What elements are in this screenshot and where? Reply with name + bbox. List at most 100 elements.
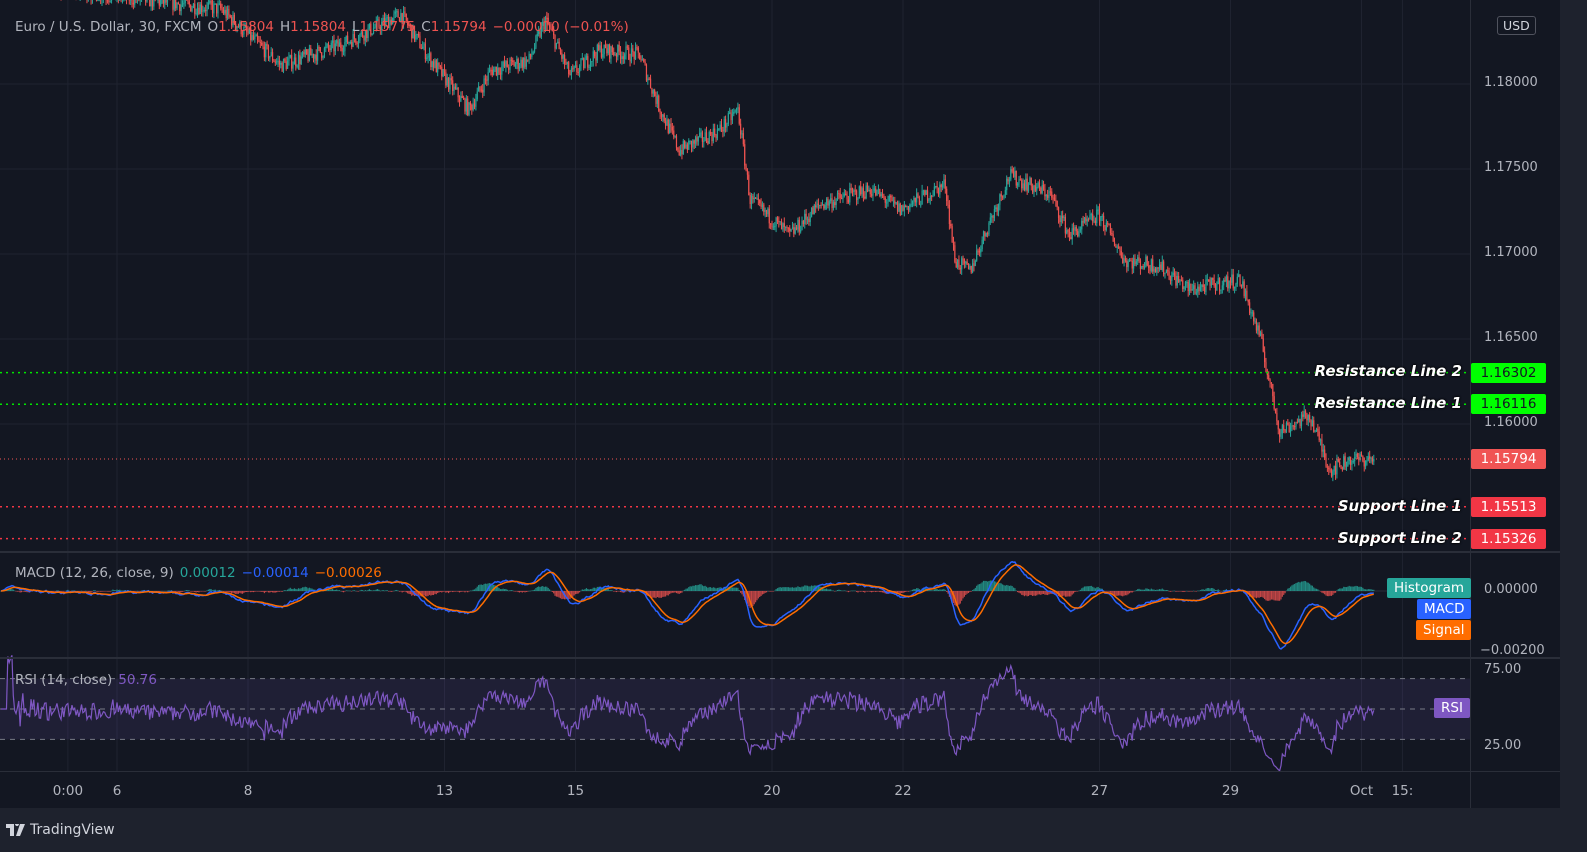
- macd-histogram-bar: [180, 591, 182, 593]
- candle-body: [921, 190, 923, 205]
- macd-histogram-bar: [1288, 587, 1290, 591]
- candle-body: [902, 205, 904, 211]
- candle-body: [1079, 229, 1081, 231]
- macd-histogram-bar: [12, 589, 14, 591]
- macd-histogram-bar: [1019, 591, 1021, 594]
- macd-histogram-bar: [454, 591, 457, 592]
- macd-histogram-bar: [169, 590, 171, 592]
- candle-body: [845, 193, 847, 196]
- macd-histogram-bar: [1197, 590, 1199, 592]
- pane-divider-rsi[interactable]: [0, 657, 1560, 659]
- candle-body: [649, 78, 652, 89]
- macd-histogram-bar: [296, 589, 298, 591]
- candle-body: [453, 86, 455, 91]
- macd-histogram-bar: [963, 591, 966, 597]
- candle-body: [1109, 225, 1112, 233]
- candle-body: [873, 188, 875, 191]
- candle-body: [426, 57, 428, 59]
- candle-body: [786, 226, 788, 228]
- symbol-title: Euro / U.S. Dollar, 30, FXCM: [15, 19, 202, 35]
- macd-histogram-bar: [216, 590, 218, 592]
- macd-histogram-bar: [958, 591, 960, 605]
- macd-histogram-bar: [1077, 591, 1079, 592]
- macd-histogram-bar: [1205, 588, 1207, 591]
- candle-body: [1074, 226, 1076, 231]
- resistance-line-1-label[interactable]: Resistance Line 1: [1314, 394, 1462, 412]
- macd-histogram-bar: [1078, 590, 1080, 592]
- candle-body: [626, 46, 628, 48]
- candle-body: [106, 0, 109, 1]
- candle-body: [1145, 256, 1147, 268]
- candle-body: [1064, 216, 1066, 234]
- candle-body: [266, 43, 268, 46]
- macd-histogram-bar: [939, 589, 941, 591]
- macd-histogram-bar: [1366, 589, 1368, 591]
- macd-histogram-bar: [725, 588, 727, 591]
- candle-body: [540, 25, 542, 37]
- macd-histogram-bar: [1158, 589, 1161, 591]
- macd-signal-value: −0.00026: [314, 565, 382, 581]
- candle-body: [877, 188, 880, 190]
- candle-body: [308, 47, 311, 61]
- candle-body: [768, 208, 770, 224]
- macd-histogram-bar: [696, 585, 698, 591]
- candle-body: [1062, 215, 1064, 219]
- candle-body: [798, 219, 800, 232]
- candle-body: [780, 221, 783, 230]
- macd-histogram-bar: [550, 590, 552, 592]
- candle-body: [480, 89, 482, 91]
- pane-divider-macd[interactable]: [0, 551, 1560, 553]
- macd-histogram-bar: [244, 591, 246, 593]
- candle-body: [252, 35, 255, 40]
- chart-canvas[interactable]: [0, 0, 1470, 808]
- macd-histogram-bar: [562, 591, 564, 599]
- macd-histogram-bar: [673, 591, 675, 593]
- candle-body: [1355, 453, 1357, 458]
- candle-body: [109, 0, 111, 2]
- candle-body: [539, 31, 541, 37]
- support-line-1-label[interactable]: Support Line 1: [1337, 497, 1462, 515]
- macd-histogram-bar: [1169, 591, 1172, 592]
- macd-histogram-bar: [1217, 589, 1219, 591]
- candle-body: [1218, 277, 1221, 291]
- symbol-legend[interactable]: Euro / U.S. Dollar, 30, FXCM O1.15804 H1.1…: [15, 19, 635, 35]
- macd-histogram-bar: [865, 591, 867, 592]
- macd-histogram-bar: [737, 587, 739, 591]
- candle-body: [1214, 285, 1217, 291]
- candle-body: [640, 59, 642, 61]
- resistance-line-2-label[interactable]: Resistance Line 2: [1314, 362, 1462, 380]
- macd-histogram-bar: [809, 586, 811, 591]
- macd-histogram-value: 0.00012: [179, 565, 236, 581]
- candle-body: [776, 217, 779, 221]
- candle-body: [1000, 194, 1002, 197]
- macd-histogram-bar: [997, 583, 1000, 591]
- rsi-legend[interactable]: RSI (14, close) 50.76: [15, 672, 163, 688]
- macd-histogram-bar: [33, 590, 35, 592]
- macd-histogram-bar: [783, 587, 785, 591]
- candle-body: [596, 44, 598, 61]
- candle-body: [568, 62, 570, 75]
- candle-body: [293, 57, 295, 65]
- candle-body: [1142, 266, 1144, 268]
- tradingview-logo[interactable]: TradingView: [6, 822, 115, 838]
- candle-body: [304, 49, 306, 55]
- macd-histogram-bar: [263, 591, 265, 594]
- macd-histogram-bar: [554, 591, 556, 596]
- candle-body: [1138, 257, 1140, 261]
- candle-body: [1163, 261, 1165, 275]
- candle-body: [940, 184, 942, 188]
- macd-legend[interactable]: MACD (12, 26, close, 9) 0.00012 −0.00014 −0…: [15, 565, 388, 581]
- support-line-2-label[interactable]: Support Line 2: [1337, 529, 1462, 547]
- candle-body: [437, 62, 439, 73]
- macd-histogram-bar: [357, 591, 360, 592]
- candle-body: [531, 54, 533, 57]
- tradingview-wordmark: TradingView: [30, 822, 115, 838]
- macd-histogram-bar: [366, 590, 368, 592]
- macd-histogram-bar: [1190, 591, 1192, 592]
- macd-histogram-bar: [831, 590, 833, 591]
- macd-histogram-bar: [120, 590, 122, 591]
- macd-histogram-bar: [1161, 588, 1163, 591]
- macd-histogram-bar: [1160, 589, 1162, 591]
- candle-body: [553, 31, 555, 36]
- currency-button[interactable]: USD: [1497, 16, 1536, 35]
